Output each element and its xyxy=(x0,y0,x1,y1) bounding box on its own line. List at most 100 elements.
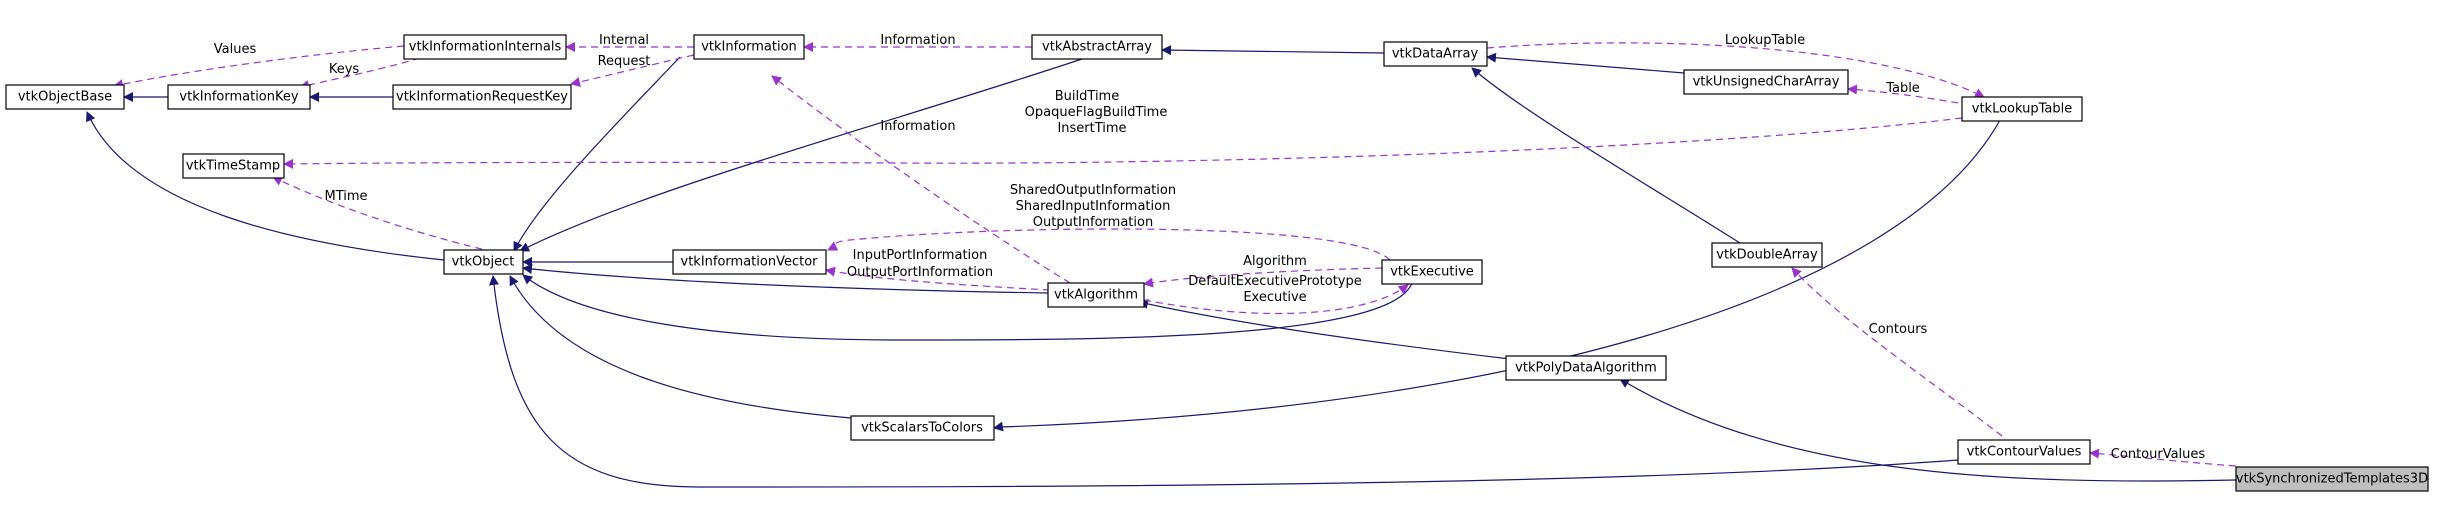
node-box xyxy=(672,249,827,275)
node-vtkContourValues[interactable]: vtkContourValues xyxy=(1957,439,2091,465)
node-box xyxy=(850,415,995,441)
label-keys: Keys xyxy=(329,62,360,77)
edge-abstractarray-to-object xyxy=(519,56,1089,252)
edge-lookuptable-timestamp xyxy=(283,117,1963,169)
node-vtkInformationVector[interactable]: vtkInformationVector xyxy=(672,249,827,275)
node-vtkDataArray[interactable]: vtkDataArray xyxy=(1383,41,1488,67)
node-vtkAlgorithm[interactable]: vtkAlgorithm xyxy=(1047,282,1145,308)
edge-synctemplates-to-polydataalgorithm xyxy=(1619,378,2237,482)
node-box xyxy=(1711,242,1823,268)
node-box xyxy=(182,153,285,179)
node-vtkInformation[interactable]: vtkInformation xyxy=(693,34,805,60)
node-vtkInformationRequestKey[interactable]: vtkInformationRequestKey xyxy=(392,84,572,110)
edge-algorithm-to-object xyxy=(522,264,1049,294)
label-contours: Contours xyxy=(1869,322,1928,337)
node-label: vtkInformationRequestKey xyxy=(396,90,568,105)
label-table: Table xyxy=(1885,81,1920,96)
node-vtkInformationInternals[interactable]: vtkInformationInternals xyxy=(403,34,567,60)
node-box xyxy=(693,34,805,60)
node-label: vtkInformation xyxy=(701,40,797,55)
node-box xyxy=(5,84,125,110)
edge-algorithm-infovector xyxy=(825,266,1051,291)
node-label: vtkObjectBase xyxy=(18,90,112,105)
label-contour-values: ContourValues xyxy=(2111,447,2206,462)
edge-lookuptable-dataarray xyxy=(1486,42,1985,98)
edge-dataarray-to-abstractarray xyxy=(1161,45,1385,56)
edge-timestamp-to-objectbase xyxy=(86,111,445,261)
edge-synctemplates-contourvalues xyxy=(2089,448,2237,467)
node-label: vtkDoubleArray xyxy=(1716,248,1818,263)
edge-polydataalgorithm-to-algorithm xyxy=(1138,299,1511,360)
node-box xyxy=(1383,41,1488,67)
label-input-port-information: InputPortInformation xyxy=(853,248,988,263)
label-executive: Executive xyxy=(1243,290,1306,305)
edge-information-to-object xyxy=(513,56,681,252)
label-information-top: Information xyxy=(880,33,955,48)
edge-information-request-requestkey xyxy=(570,54,695,87)
label-mtime: MTime xyxy=(324,189,367,204)
node-box xyxy=(1683,69,1849,95)
node-vtkObjectBase[interactable]: vtkObjectBase xyxy=(5,84,125,110)
edge-algorithm-information xyxy=(771,75,1071,284)
node-vtkScalarsToColors[interactable]: vtkScalarsToColors xyxy=(850,415,995,441)
node-label: vtkUnsignedCharArray xyxy=(1693,75,1840,90)
node-box xyxy=(392,84,572,110)
edge-timestamp-mtime-object xyxy=(272,176,495,253)
node-label: vtkDataArray xyxy=(1392,47,1479,62)
edge-scalarstocolors-to-object xyxy=(509,275,852,419)
node-box xyxy=(1381,259,1483,285)
node-box xyxy=(1957,439,2091,465)
node-vtkInformationKey[interactable]: vtkInformationKey xyxy=(167,84,311,110)
node-label: vtkInformationVector xyxy=(681,255,819,270)
edge-contourvalues-doublearray xyxy=(1791,267,2003,437)
label-values: Values xyxy=(214,42,257,57)
node-label: vtkScalarsToColors xyxy=(861,421,983,436)
edge-executive-to-object xyxy=(522,274,1413,341)
edge-doublearray-to-dataarray xyxy=(1471,67,1741,244)
label-request: Request xyxy=(598,54,651,69)
node-label: vtkInformationInternals xyxy=(409,40,562,55)
node-label: vtkExecutive xyxy=(1390,265,1474,280)
node-vtkExecutive[interactable]: vtkExecutive xyxy=(1381,259,1483,285)
node-label: vtkTimeStamp xyxy=(186,159,280,174)
label-shared-input-information: SharedInputInformation xyxy=(1016,199,1171,214)
node-label: vtkInformationKey xyxy=(179,90,298,105)
node-label: vtkPolyDataAlgorithm xyxy=(1515,361,1657,376)
node-box xyxy=(1031,34,1163,60)
node-vtkLookupTable[interactable]: vtkLookupTable xyxy=(1961,96,2083,122)
edge-contourvalues-to-object xyxy=(489,275,1959,488)
edge-lookuptable-to-scalarstocolors xyxy=(993,119,2001,432)
node-vtkTimeStamp[interactable]: vtkTimeStamp xyxy=(182,153,285,179)
edge-internals-keys-informationkey xyxy=(299,57,421,90)
node-label: vtkContourValues xyxy=(1967,445,2082,460)
label-information-mid: Information xyxy=(880,119,955,134)
node-box xyxy=(1505,355,1667,381)
edge-internals-values-objectbase xyxy=(113,45,405,90)
node-box xyxy=(403,34,567,60)
node-vtkPolyDataAlgorithm[interactable]: vtkPolyDataAlgorithm xyxy=(1505,355,1667,381)
label-algorithm: Algorithm xyxy=(1243,254,1307,269)
node-label: vtkLookupTable xyxy=(1972,102,2072,117)
edge-executive-infovector xyxy=(827,228,1391,261)
node-label: vtkAlgorithm xyxy=(1054,288,1138,303)
node-box xyxy=(1047,282,1145,308)
node-vtkObject[interactable]: vtkObject xyxy=(443,249,524,275)
node-label: vtkAbstractArray xyxy=(1042,40,1152,55)
label-internal: Internal xyxy=(599,33,649,48)
label-build-time: BuildTime xyxy=(1055,89,1119,104)
label-lookup-table: LookupTable xyxy=(1725,33,1805,48)
edge-unsignedchar-to-dataarray xyxy=(1486,52,1685,74)
node-vtkUnsignedCharArray[interactable]: vtkUnsignedCharArray xyxy=(1683,69,1849,95)
node-box xyxy=(1961,96,2083,122)
node-vtkAbstractArray[interactable]: vtkAbstractArray xyxy=(1031,34,1163,60)
label-opaque-flag-build-time: OpaqueFlagBuildTime xyxy=(1025,105,1168,120)
node-vtkDoubleArray[interactable]: vtkDoubleArray xyxy=(1711,242,1823,268)
node-label: vtkSynchronizedTemplates3D xyxy=(2236,472,2428,487)
edge-lookuptable-unsignedchar xyxy=(1847,84,1971,106)
label-default-executive-prototype: DefaultExecutivePrototype xyxy=(1188,274,1362,289)
label-insert-time: InsertTime xyxy=(1057,121,1126,136)
edge-algorithm-executive xyxy=(1143,284,1409,315)
label-output-information: OutputInformation xyxy=(1033,215,1153,230)
node-vtkSynchronizedTemplates3D[interactable]: vtkSynchronizedTemplates3D xyxy=(2235,466,2429,492)
